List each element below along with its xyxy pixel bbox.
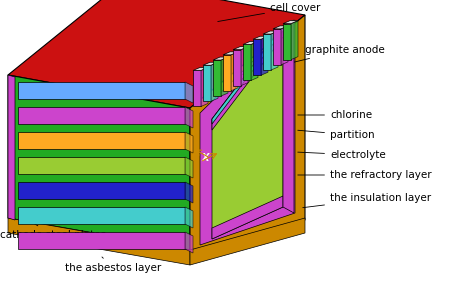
- Polygon shape: [212, 26, 283, 239]
- Text: X: X: [201, 153, 209, 163]
- Polygon shape: [212, 26, 283, 124]
- Polygon shape: [233, 50, 241, 86]
- Polygon shape: [18, 82, 185, 99]
- Polygon shape: [18, 207, 185, 224]
- Text: graphite anode: graphite anode: [243, 45, 385, 74]
- Text: cathode steel plates: cathode steel plates: [0, 217, 106, 240]
- Polygon shape: [8, 218, 190, 265]
- Polygon shape: [193, 67, 208, 71]
- Polygon shape: [18, 232, 185, 249]
- Polygon shape: [283, 20, 294, 213]
- Polygon shape: [213, 60, 221, 96]
- Text: partition: partition: [298, 130, 374, 140]
- Text: the asbestos layer: the asbestos layer: [65, 257, 161, 273]
- Polygon shape: [273, 26, 288, 29]
- Polygon shape: [185, 107, 193, 128]
- Polygon shape: [223, 55, 231, 91]
- Polygon shape: [18, 157, 185, 174]
- Polygon shape: [212, 26, 283, 130]
- Polygon shape: [185, 232, 193, 253]
- Polygon shape: [221, 57, 228, 96]
- Text: chlorine: chlorine: [298, 110, 372, 120]
- Polygon shape: [231, 52, 238, 91]
- Polygon shape: [243, 44, 251, 80]
- Text: electrolyte: electrolyte: [298, 150, 386, 160]
- Polygon shape: [18, 132, 185, 149]
- Polygon shape: [190, 15, 305, 252]
- Polygon shape: [253, 36, 268, 39]
- Polygon shape: [200, 20, 295, 245]
- Polygon shape: [18, 182, 185, 199]
- Polygon shape: [241, 47, 248, 86]
- Polygon shape: [281, 26, 288, 65]
- Polygon shape: [263, 34, 271, 70]
- Polygon shape: [185, 182, 193, 203]
- Polygon shape: [203, 62, 218, 65]
- Polygon shape: [251, 41, 258, 80]
- Polygon shape: [203, 65, 211, 101]
- Polygon shape: [253, 39, 261, 75]
- Polygon shape: [18, 107, 185, 124]
- Polygon shape: [291, 21, 298, 60]
- Polygon shape: [283, 24, 291, 60]
- Polygon shape: [271, 31, 278, 70]
- Polygon shape: [233, 47, 248, 50]
- Polygon shape: [261, 36, 268, 75]
- Polygon shape: [223, 52, 238, 55]
- Polygon shape: [185, 157, 193, 178]
- Polygon shape: [283, 21, 298, 24]
- Polygon shape: [185, 82, 193, 103]
- Polygon shape: [213, 57, 228, 60]
- Text: cell cover: cell cover: [218, 3, 320, 22]
- Polygon shape: [263, 31, 278, 34]
- Polygon shape: [212, 196, 283, 239]
- Text: the insulation layer: the insulation layer: [303, 193, 431, 208]
- Polygon shape: [185, 132, 193, 153]
- Polygon shape: [211, 62, 218, 101]
- Polygon shape: [8, 75, 15, 220]
- Polygon shape: [190, 218, 305, 265]
- Polygon shape: [8, 75, 190, 250]
- Polygon shape: [243, 41, 258, 44]
- Polygon shape: [273, 29, 281, 65]
- Text: the refractory layer: the refractory layer: [298, 170, 432, 180]
- Polygon shape: [193, 71, 201, 107]
- Polygon shape: [201, 67, 208, 107]
- Polygon shape: [185, 207, 193, 228]
- Polygon shape: [8, 0, 305, 108]
